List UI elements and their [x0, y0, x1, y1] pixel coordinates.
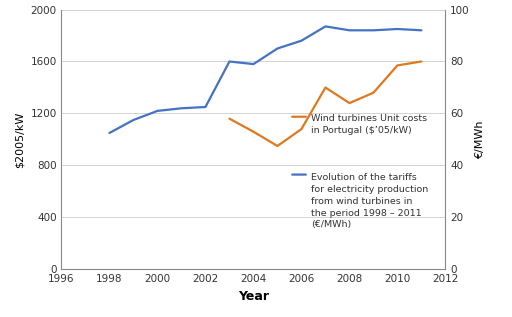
Y-axis label: €/MWh: €/MWh [476, 120, 485, 159]
X-axis label: Year: Year [238, 290, 269, 303]
Y-axis label: $2005/kW: $2005/kW [15, 111, 25, 168]
Text: Evolution of the tariffs
for electricity production
from wind turbines in
the pe: Evolution of the tariffs for electricity… [311, 173, 429, 230]
Text: Wind turbines Unit costs
in Portugal ($’05/kW): Wind turbines Unit costs in Portugal ($’… [311, 114, 427, 135]
